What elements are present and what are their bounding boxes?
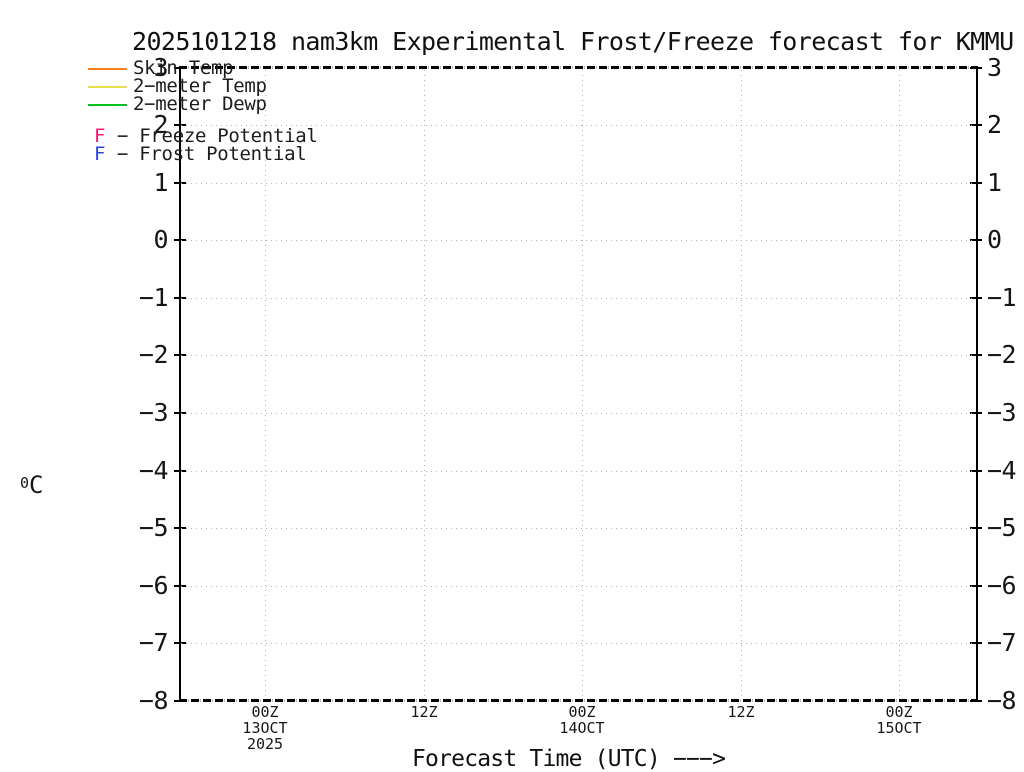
y-tick-label-right: 2 xyxy=(987,110,1002,139)
h-gridline xyxy=(181,471,976,472)
legend-label-2m-temp: 2−meter Temp xyxy=(133,75,267,97)
v-gridline xyxy=(899,70,900,699)
legend-label-frost: − Frost Potential xyxy=(117,143,307,165)
y-tick-right xyxy=(970,642,982,644)
y-tick-label-right: −5 xyxy=(987,513,1017,542)
x-axis-title: Forecast Time (UTC) −−−> xyxy=(412,746,726,772)
y-axis-right xyxy=(976,66,978,702)
h-gridline xyxy=(181,355,976,356)
y-tick-left xyxy=(174,412,186,414)
y-tick-left xyxy=(174,182,186,184)
h-gridline xyxy=(181,413,976,414)
legend-line-2m-temp xyxy=(88,86,127,88)
y-tick-label-right: −8 xyxy=(987,686,1017,715)
y-tick-label-left: −8 xyxy=(138,686,169,715)
unit-letter: C xyxy=(29,471,44,499)
y-tick-label-left: −1 xyxy=(138,283,169,312)
y-tick-left xyxy=(174,354,186,356)
y-tick-left xyxy=(174,585,186,587)
y-tick-label-left: −6 xyxy=(138,571,169,600)
y-axis-unit-degrees-celsius: 0C xyxy=(20,472,43,501)
h-gridline xyxy=(181,240,976,241)
v-gridline xyxy=(265,70,266,699)
y-tick-left xyxy=(174,642,186,644)
x-tick-label: 00Z 15OCT xyxy=(876,703,922,737)
v-gridline xyxy=(741,70,742,699)
legend-label-2m-dewp: 2−meter Dewp xyxy=(133,93,267,115)
y-tick-right xyxy=(970,527,982,529)
v-gridline xyxy=(582,70,583,699)
y-tick-label-left: −2 xyxy=(138,340,169,369)
y-tick-left xyxy=(174,67,186,69)
y-tick-right xyxy=(970,239,982,241)
legend-label-skin-temp: Skin Temp xyxy=(133,57,234,79)
plot-border-bottom xyxy=(179,699,978,702)
y-tick-label-right: 3 xyxy=(987,53,1002,82)
y-tick-label-left: −4 xyxy=(138,456,169,485)
x-tick-label: 12Z xyxy=(410,703,438,721)
legend-line-skin-temp xyxy=(88,68,127,70)
y-tick-label-right: −6 xyxy=(987,571,1017,600)
y-tick-label-left: 0 xyxy=(153,225,168,254)
y-tick-label-right: −1 xyxy=(987,283,1017,312)
legend-symbol-freeze: F xyxy=(94,125,106,147)
y-tick-label-left: 2 xyxy=(153,110,168,139)
legend-line-2m-dewp xyxy=(88,104,127,106)
h-gridline xyxy=(181,183,976,184)
legend-symbol-frost: F xyxy=(94,143,106,165)
legend-label-freeze: − Freeze Potential xyxy=(117,125,318,147)
h-gridline xyxy=(181,643,976,644)
h-gridline xyxy=(181,298,976,299)
y-tick-label-left: 3 xyxy=(153,53,168,82)
y-tick-label-right: −7 xyxy=(987,628,1017,657)
y-tick-left xyxy=(174,297,186,299)
y-tick-label-right: 0 xyxy=(987,225,1002,254)
y-tick-right xyxy=(970,412,982,414)
y-tick-label-left: −7 xyxy=(138,628,169,657)
y-tick-label-left: 1 xyxy=(153,168,168,197)
y-tick-right xyxy=(970,470,982,472)
y-tick-left xyxy=(174,239,186,241)
h-gridline xyxy=(181,125,976,126)
y-tick-left xyxy=(174,124,186,126)
y-tick-left xyxy=(174,470,186,472)
y-tick-label-right: −3 xyxy=(987,398,1017,427)
y-tick-right xyxy=(970,297,982,299)
y-tick-right xyxy=(970,67,982,69)
y-tick-label-right: 1 xyxy=(987,168,1002,197)
y-tick-left xyxy=(174,700,186,702)
y-axis-left xyxy=(179,66,181,702)
y-tick-label-right: −4 xyxy=(987,456,1017,485)
x-tick-label: 00Z 13OCT 2025 xyxy=(242,703,288,753)
y-tick-right xyxy=(970,585,982,587)
y-tick-label-left: −5 xyxy=(138,513,169,542)
y-tick-right xyxy=(970,700,982,702)
y-tick-right xyxy=(970,354,982,356)
x-tick-label: 12Z xyxy=(727,703,755,721)
y-tick-left xyxy=(174,527,186,529)
x-tick-label: 00Z 14OCT xyxy=(559,703,605,737)
degree-superscript: 0 xyxy=(20,474,30,492)
y-tick-label-right: −2 xyxy=(987,340,1017,369)
y-tick-label-left: −3 xyxy=(138,398,169,427)
h-gridline xyxy=(181,528,976,529)
h-gridline xyxy=(181,586,976,587)
y-tick-right xyxy=(970,124,982,126)
v-gridline xyxy=(424,70,425,699)
plot-border-top xyxy=(179,66,978,69)
chart-title: 2025101218 nam3km Experimental Frost/Fre… xyxy=(132,27,1014,56)
y-tick-right xyxy=(970,182,982,184)
